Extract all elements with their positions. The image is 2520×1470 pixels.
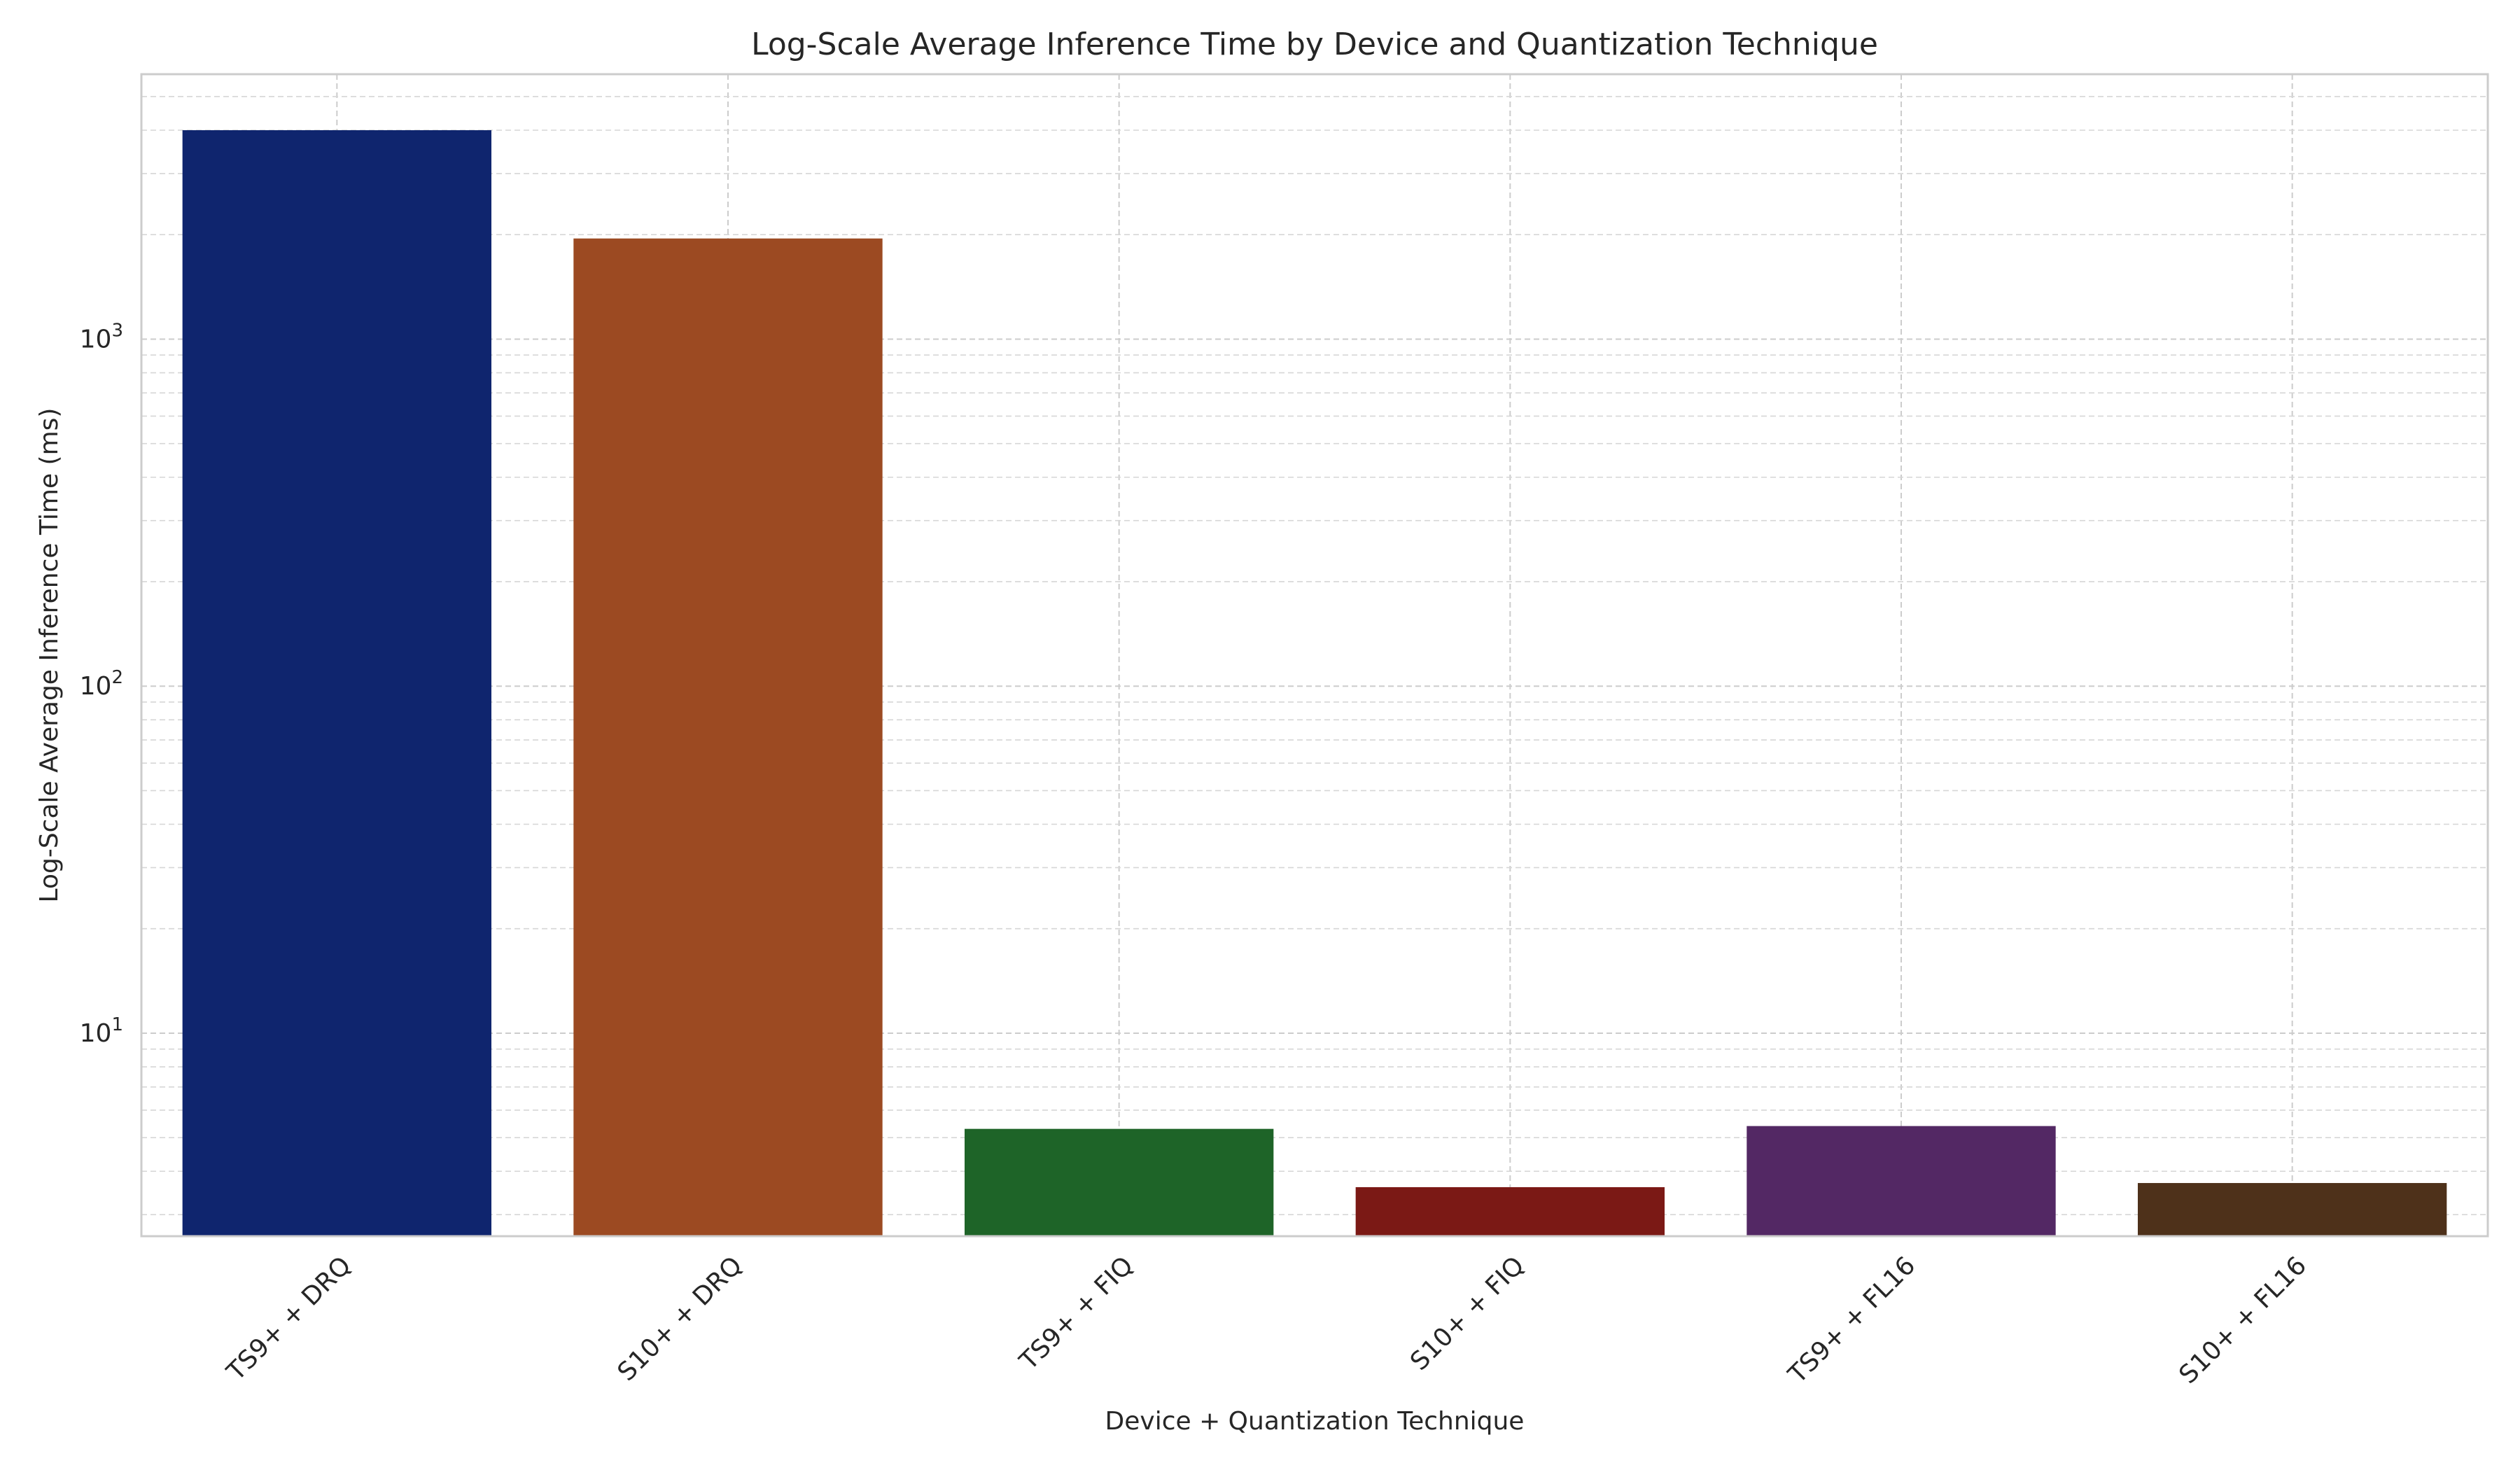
x-tick-labels: TS9+ + DRQ S10+ + DRQ TS9+ + FIQ S10+ + FIQ… xyxy=(221,1251,2312,1390)
x-tick-label: S10+ + FL16 xyxy=(2174,1251,2312,1390)
x-tick-label: TS9+ + FIQ xyxy=(1014,1251,1139,1376)
chart-title: Log-Scale Average Inference Time by Devi… xyxy=(751,27,1878,62)
bar xyxy=(182,130,492,1236)
bar xyxy=(573,238,883,1236)
x-tick-label: TS9+ + FL16 xyxy=(1783,1251,1921,1390)
y-axis-label: Log-Scale Average Inference Time (ms) xyxy=(35,408,64,903)
y-tick-labels: 101 102 103 xyxy=(80,320,123,1048)
bar xyxy=(964,1128,1274,1236)
bar xyxy=(1746,1126,2056,1236)
x-axis-label: Device + Quantization Technique xyxy=(1105,1407,1525,1436)
bars xyxy=(182,130,2447,1236)
y-tick-label: 101 xyxy=(80,1014,123,1048)
bar xyxy=(1355,1186,1665,1236)
x-tick-label: S10+ + FIQ xyxy=(1405,1251,1530,1376)
x-tick-label: S10+ + DRQ xyxy=(612,1251,748,1387)
bar xyxy=(2137,1183,2447,1236)
x-tick-label: TS9+ + DRQ xyxy=(221,1251,357,1387)
plot-frame xyxy=(140,73,2489,1238)
y-tick-label: 102 xyxy=(80,667,123,701)
grid-lines xyxy=(141,74,2488,1236)
y-tick-label: 103 xyxy=(80,320,123,354)
